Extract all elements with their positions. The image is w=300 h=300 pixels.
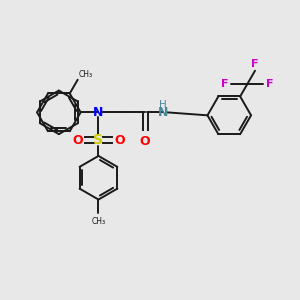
Text: O: O: [72, 134, 83, 147]
Text: F: F: [251, 59, 259, 69]
Text: CH₃: CH₃: [92, 218, 106, 226]
Text: N: N: [93, 106, 104, 119]
Text: O: O: [114, 134, 124, 147]
Text: S: S: [94, 133, 103, 147]
Text: H: H: [159, 100, 167, 110]
Text: O: O: [140, 135, 150, 148]
Text: F: F: [266, 80, 273, 89]
Text: F: F: [221, 80, 228, 89]
Text: N: N: [158, 106, 168, 119]
Text: CH₃: CH₃: [79, 70, 93, 79]
